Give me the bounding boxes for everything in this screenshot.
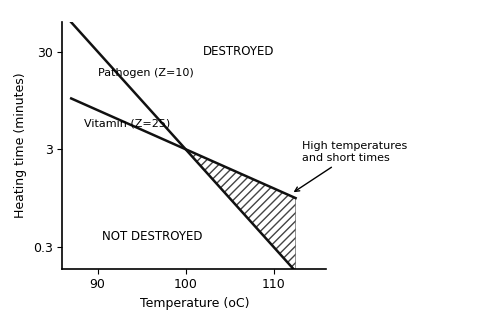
X-axis label: Temperature (oC): Temperature (oC) [140, 297, 249, 310]
Text: Pathogen (Z=10): Pathogen (Z=10) [97, 68, 193, 78]
Text: NOT DESTROYED: NOT DESTROYED [102, 230, 203, 243]
Text: High temperatures
and short times: High temperatures and short times [295, 141, 407, 191]
Text: Vitamin (Z=25): Vitamin (Z=25) [84, 118, 171, 129]
Y-axis label: Heating time (minutes): Heating time (minutes) [14, 73, 27, 218]
Text: DESTROYED: DESTROYED [203, 45, 274, 58]
